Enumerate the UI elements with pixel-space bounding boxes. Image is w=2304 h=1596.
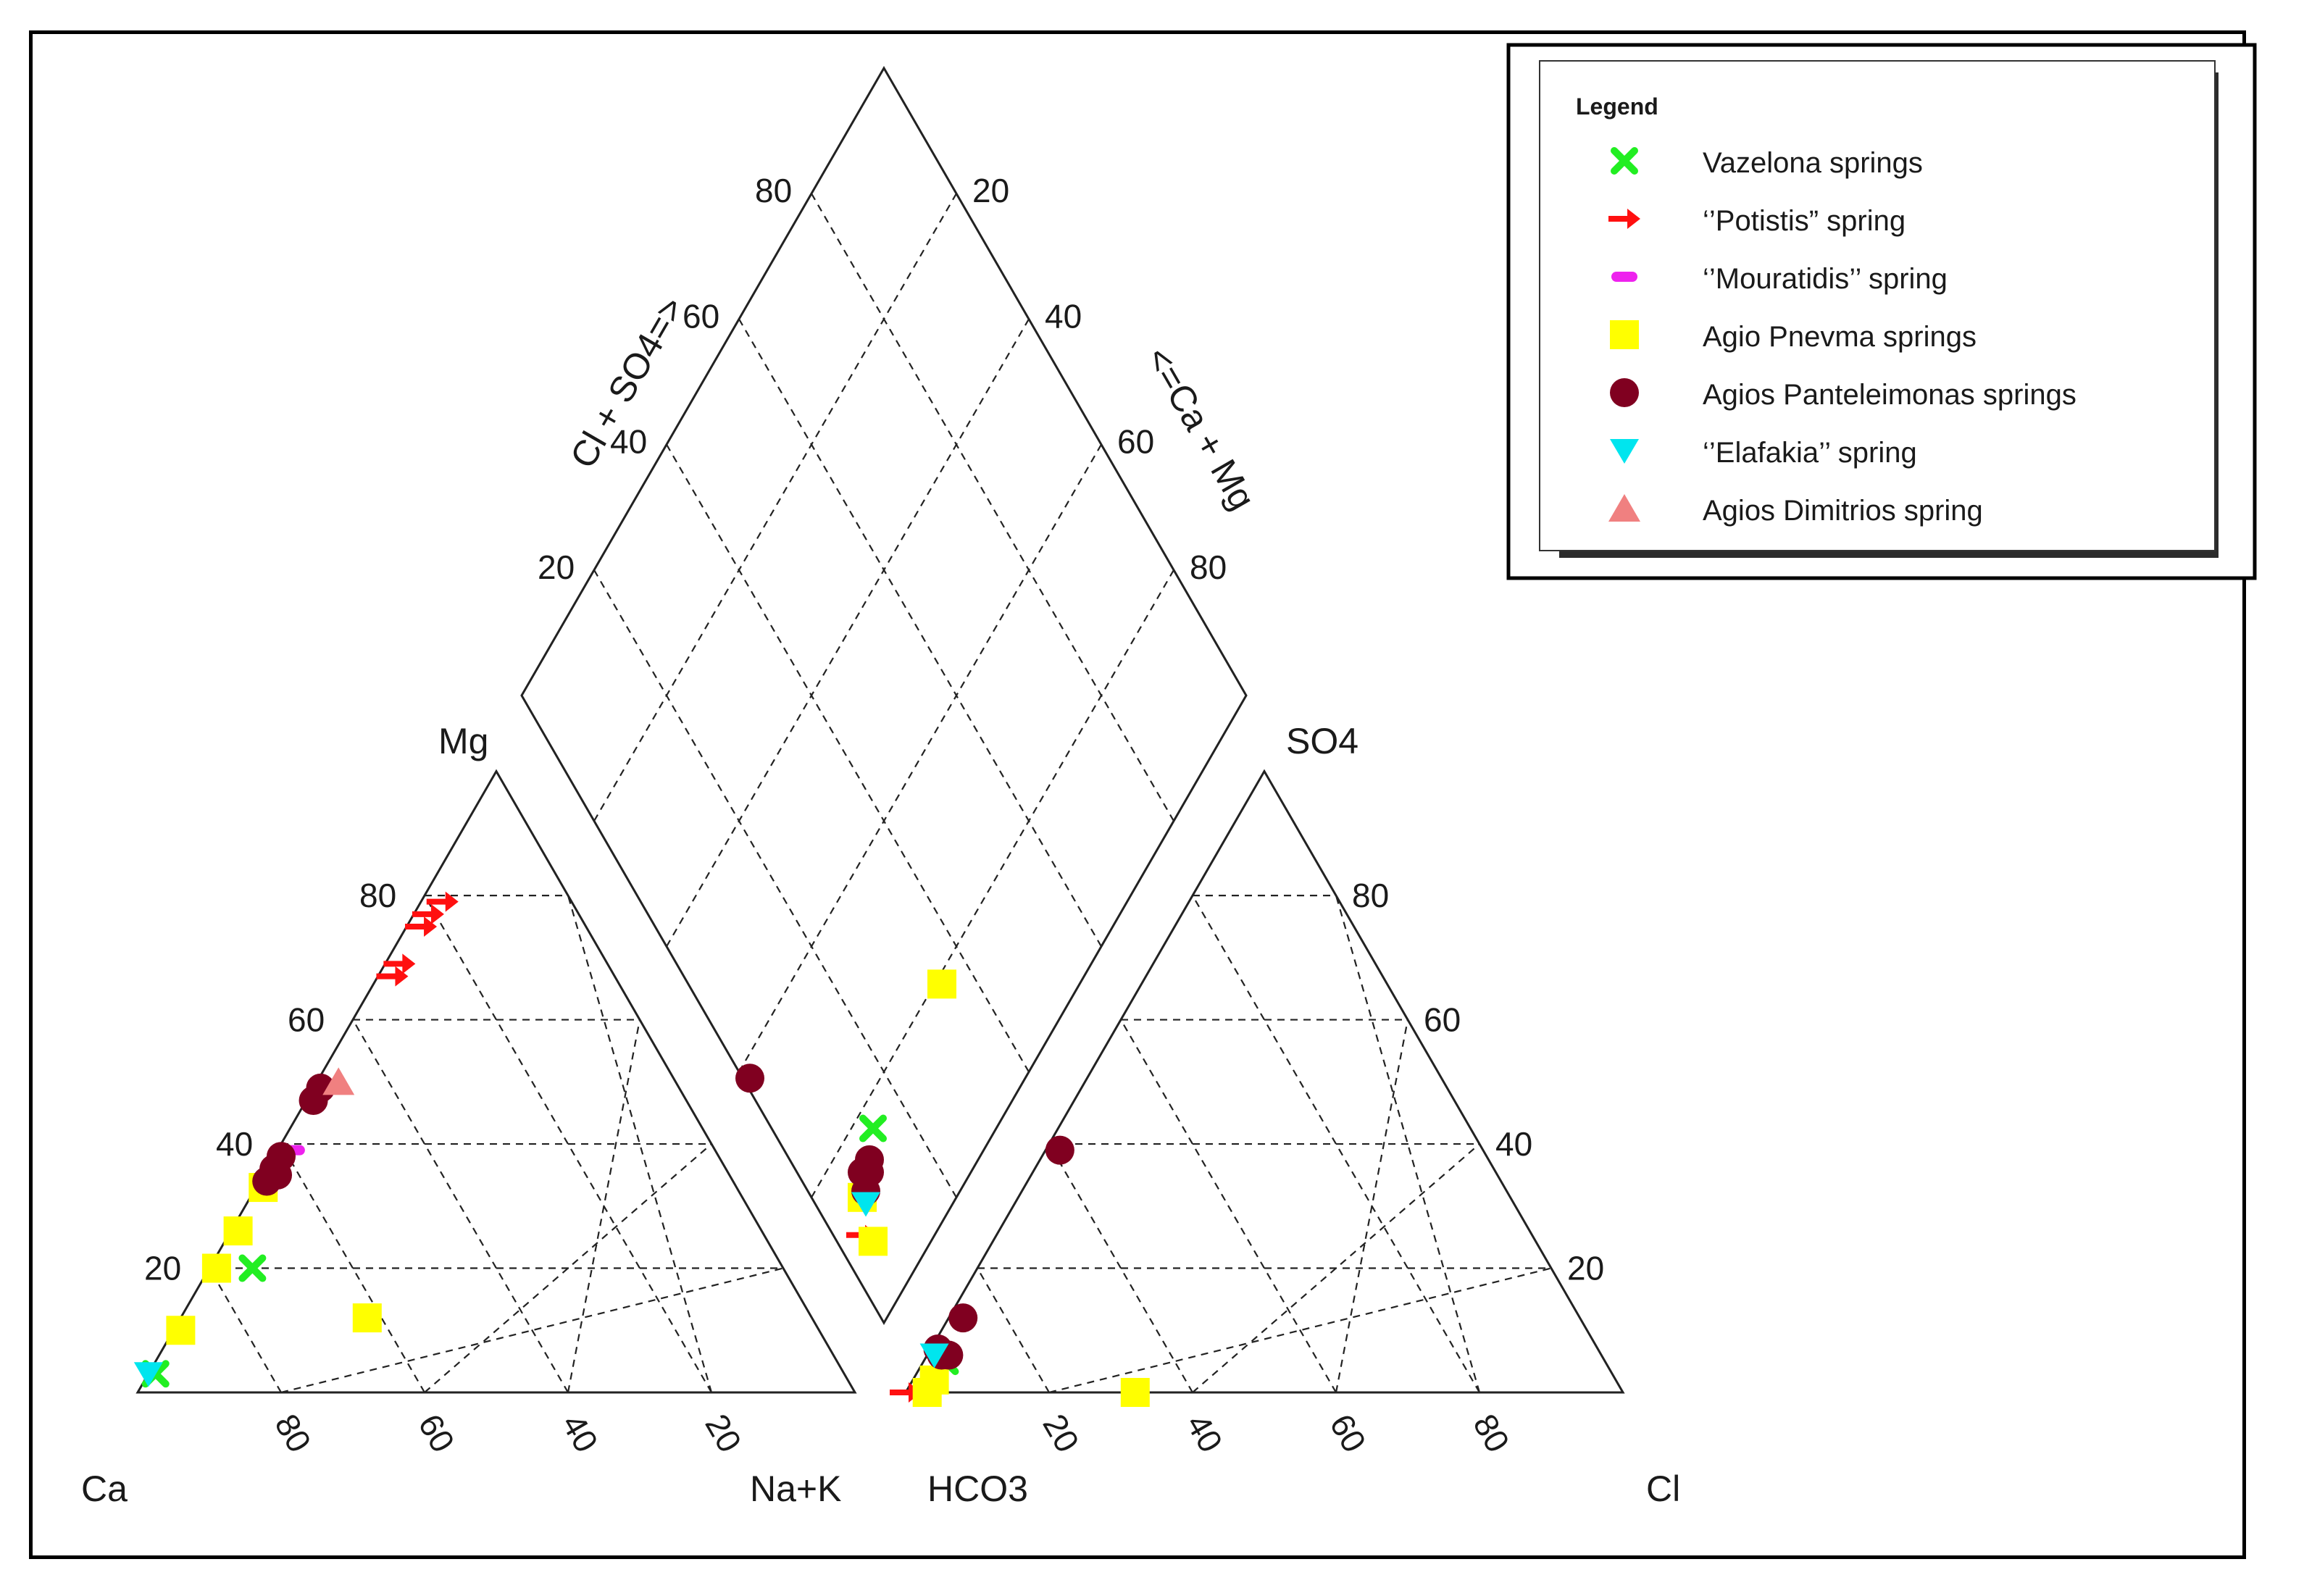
legend-marker	[1610, 320, 1639, 349]
legend-marker	[1610, 439, 1639, 464]
data-point-anion	[948, 1303, 978, 1333]
tick-cl: 80	[1466, 1408, 1517, 1458]
anion-triangle-grid-r	[1120, 1019, 1337, 1393]
data-point-diamond	[851, 1192, 880, 1217]
diamond-grid-a	[811, 569, 1174, 1198]
tick-mg: 60	[288, 1001, 325, 1039]
diamond-grid-a	[593, 193, 957, 822]
anion-triangle-grid-l	[1335, 895, 1481, 1393]
data-point-cation	[376, 966, 409, 987]
data-point-cation	[133, 1362, 163, 1387]
tick-ca-mg: 80	[1190, 548, 1227, 586]
tick-cl-so4: 40	[610, 423, 647, 461]
anion-triangle-grid-l	[1335, 1019, 1409, 1393]
cation-triangle-grid-l	[567, 895, 713, 1393]
cation-triangle-grid-r	[280, 1143, 425, 1393]
anion-triangle-grid-r	[977, 1267, 1050, 1393]
data-point-anion	[1045, 1135, 1074, 1165]
tick-mg: 40	[216, 1125, 253, 1163]
data-point-diamond	[859, 1114, 887, 1142]
data-point-cation	[383, 953, 416, 974]
data-point-anion	[912, 1378, 942, 1407]
diamond-grid-a	[738, 444, 1102, 1073]
tick-ca: 60	[411, 1408, 462, 1458]
legend-marker	[1608, 494, 1640, 522]
tick-mg: 80	[359, 877, 396, 914]
tick-so4: 80	[1352, 877, 1389, 914]
data-point-cation	[412, 903, 444, 924]
tick-mg: 20	[144, 1250, 181, 1287]
tick-ca-mg: 60	[1117, 423, 1154, 461]
data-point-anion	[919, 1343, 949, 1369]
data-point-diamond	[859, 1227, 888, 1256]
data-point-cation	[252, 1166, 282, 1196]
data-point-anion	[1120, 1378, 1150, 1407]
tick-ca: 40	[554, 1408, 606, 1458]
tick-cl: 40	[1179, 1408, 1230, 1458]
cation-triangle-grid-l	[280, 1267, 784, 1394]
corner-label-so4: SO4	[1286, 721, 1358, 761]
axis-label-ca-mg: <=Ca + Mg	[1138, 340, 1263, 517]
legend-label: ‘’Mouratidis’’ spring	[1703, 263, 1948, 295]
corner-label-mg: Mg	[438, 721, 488, 761]
legend-label: Agios Dimitrios spring	[1703, 495, 1983, 527]
tick-cl-so4: 60	[683, 297, 719, 335]
tick-cl-so4: 80	[755, 172, 792, 209]
legend-marker	[1611, 147, 1638, 175]
tick-cl: 20	[1035, 1408, 1087, 1458]
legend-marker	[1608, 209, 1640, 229]
cation-triangle-grid-l	[567, 1019, 641, 1393]
legend-title: Legend	[1576, 93, 1658, 120]
data-point-cation	[426, 891, 459, 912]
corner-label-nak: Na+K	[750, 1468, 841, 1509]
anion-triangle-grid-r	[1048, 1143, 1193, 1393]
anion-triangle-grid-l	[1192, 1143, 1480, 1393]
legend-label: Vazelona springs	[1703, 147, 1923, 179]
anion-triangle-grid-l	[1048, 1267, 1552, 1394]
cation-triangle-grid-l	[424, 1143, 712, 1393]
data-point-cation	[223, 1216, 253, 1246]
data-point-cation	[405, 916, 438, 937]
tick-ca: 20	[698, 1408, 749, 1458]
legend-label: ‘’Elafakia’’ spring	[1703, 437, 1917, 469]
diamond-grid-a	[666, 318, 1030, 947]
tick-ca-mg: 40	[1045, 297, 1082, 335]
corner-label-ca: Ca	[81, 1468, 128, 1509]
data-point-cation	[352, 1303, 382, 1333]
data-point-diamond	[927, 969, 956, 999]
corner-label-cl: Cl	[1646, 1468, 1680, 1509]
cation-triangle-grid-r	[352, 1019, 569, 1393]
diamond-grid-b	[811, 193, 1174, 822]
tick-so4: 60	[1424, 1001, 1461, 1039]
diamond-grid-b	[593, 569, 957, 1198]
tick-so4: 40	[1495, 1125, 1532, 1163]
data-point-cation	[201, 1253, 231, 1283]
diamond-outline	[520, 66, 1248, 1325]
legend-marker	[1611, 272, 1637, 282]
data-point-cation	[166, 1316, 196, 1345]
data-point-diamond	[735, 1064, 764, 1093]
chart-frame	[29, 30, 2246, 1559]
data-point-cation	[299, 1086, 328, 1116]
legend-label: ‘’Potistis” spring	[1703, 205, 1906, 237]
tick-so4: 20	[1567, 1250, 1604, 1287]
tick-ca: 80	[267, 1408, 319, 1458]
tick-cl: 60	[1322, 1408, 1374, 1458]
data-point-cation	[238, 1254, 267, 1282]
corner-label-hco3: HCO3	[927, 1468, 1028, 1509]
legend-box	[1539, 60, 2216, 551]
diamond-grid-b	[666, 444, 1030, 1073]
legend-label: Agio Pnevma springs	[1703, 321, 1977, 353]
data-point-cation	[322, 1067, 355, 1095]
diamond-grid-b	[738, 318, 1102, 947]
tick-cl-so4: 20	[538, 548, 575, 586]
cation-triangle-grid-r	[209, 1267, 282, 1393]
legend-marker	[1610, 378, 1639, 407]
data-point-diamond	[848, 1158, 877, 1187]
anion-triangle-outline	[903, 769, 1625, 1394]
legend-label: Agios Panteleimonas springs	[1703, 379, 2076, 411]
tick-ca-mg: 20	[972, 172, 1009, 209]
